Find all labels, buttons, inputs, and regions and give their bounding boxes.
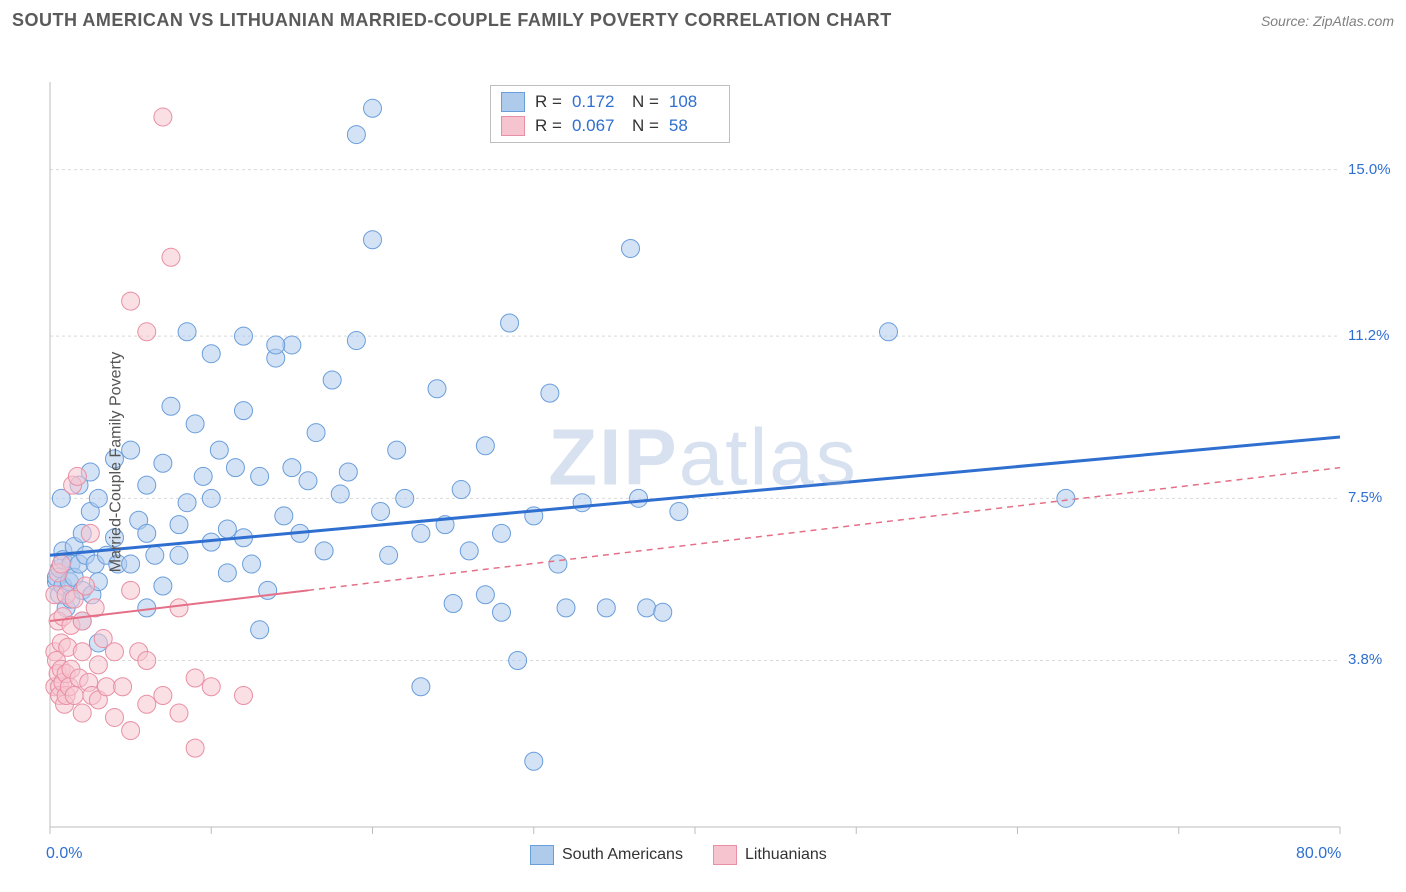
legend-label: Lithuanians [745,846,827,864]
y-tick-label: 11.2% [1348,327,1389,344]
y-tick-label: 15.0% [1348,161,1391,178]
stats-row: R = 0.067 N = 58 [501,114,719,138]
series-swatch [501,116,525,136]
stat-n-value: 58 [669,116,719,136]
series-swatch [530,845,554,865]
y-tick-label: 7.5% [1348,489,1382,506]
legend-item: South Americans [530,845,683,865]
stats-legend-box: R = 0.172 N = 108 R = 0.067 N = 58 [490,85,730,143]
legend-label: South Americans [562,846,683,864]
source-label: Source: ZipAtlas.com [1261,13,1394,29]
x-axis-max-label: 80.0% [1296,845,1341,863]
stat-r-value: 0.067 [572,116,622,136]
series-swatch [501,92,525,112]
series-legend: South Americans Lithuanians [530,845,827,865]
scatter-chart [0,37,1406,887]
header: SOUTH AMERICAN VS LITHUANIAN MARRIED-COU… [0,0,1406,37]
x-axis-min-label: 0.0% [46,845,82,863]
stat-n-label: N = [632,116,659,136]
stat-n-value: 108 [669,92,719,112]
stats-row: R = 0.172 N = 108 [501,90,719,114]
chart-area: Married-Couple Family Poverty ZIPatlas R… [0,37,1406,887]
series-swatch [713,845,737,865]
stat-r-label: R = [535,116,562,136]
y-axis-label: Married-Couple Family Poverty [107,352,125,573]
stat-r-label: R = [535,92,562,112]
y-tick-label: 3.8% [1348,651,1382,668]
legend-item: Lithuanians [713,845,827,865]
chart-title: SOUTH AMERICAN VS LITHUANIAN MARRIED-COU… [12,10,892,31]
stat-n-label: N = [632,92,659,112]
stat-r-value: 0.172 [572,92,622,112]
